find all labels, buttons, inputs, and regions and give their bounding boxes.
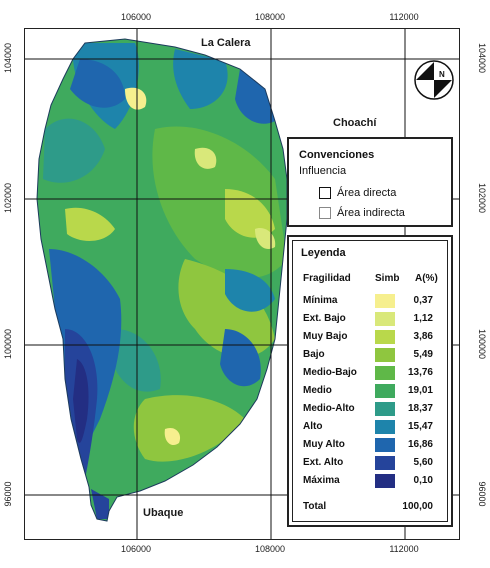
legend-row: Mínima 0,37 (289, 293, 451, 309)
legend-header-class: Fragilidad (303, 273, 351, 284)
legend-row-label: Medio (303, 385, 332, 396)
legend-row: Muy Alto 16,86 (289, 437, 451, 453)
convenciones-title: Convenciones (299, 149, 375, 161)
direct-area-swatch (319, 187, 331, 199)
legend-box: Leyenda Fragilidad Simb A(%) Mínima 0,37… (287, 235, 453, 527)
legend-row: Ext. Alto 5,60 (289, 455, 451, 471)
place-label-ubaque: Ubaque (143, 507, 184, 519)
convenciones-item-direct: Área directa (319, 187, 396, 199)
legend-row-label: Medio-Alto (303, 403, 355, 414)
legend-swatch (375, 330, 395, 344)
fragility-region (37, 39, 287, 521)
y-tick-right-1: 104000 (477, 42, 487, 74)
legend-row-pct: 18,37 (407, 403, 433, 414)
legend-swatch (375, 348, 395, 362)
legend-row-pct: 15,47 (407, 421, 433, 432)
legend-swatch (375, 312, 395, 326)
y-tick-left-1: 104000 (3, 42, 13, 74)
y-tick-left-3: 100000 (3, 328, 13, 360)
convenciones-item-direct-label: Área directa (337, 187, 397, 199)
legend-row-label: Medio-Bajo (303, 367, 357, 378)
north-arrow-label: N (439, 70, 445, 79)
legend-title: Leyenda (301, 247, 346, 259)
legend-row: Medio-Alto 18,37 (289, 401, 451, 417)
y-tick-left-2: 102000 (3, 182, 13, 214)
legend-row: Muy Bajo 3,86 (289, 329, 451, 345)
legend-row: Alto 15,47 (289, 419, 451, 435)
convenciones-item-indirect: Área indirecta (319, 207, 405, 219)
x-tick-bottom-2: 108000 (254, 544, 286, 554)
map-frame: La Calera Choachí Ubaque N Convenciones … (24, 28, 460, 540)
legend-row-pct: 0,10 (413, 475, 433, 486)
x-tick-bottom-1: 106000 (120, 544, 152, 554)
legend-row-pct: 19,01 (407, 385, 433, 396)
legend-row: Bajo 5,49 (289, 347, 451, 363)
legend-swatch (375, 294, 395, 308)
legend-row: Máxima 0,10 (289, 473, 451, 489)
legend-total-value: 100,00 (402, 501, 433, 512)
legend-row-pct: 13,76 (407, 367, 433, 378)
legend-row-label: Máxima (303, 475, 340, 486)
legend-row: Medio-Bajo 13,76 (289, 365, 451, 381)
y-tick-right-3: 100000 (477, 328, 487, 360)
legend-swatch (375, 402, 395, 416)
x-tick-top-3: 112000 (389, 12, 419, 22)
legend-header-symbol: Simb (375, 273, 400, 284)
legend-swatch (375, 420, 395, 434)
legend-row-label: Ext. Bajo (303, 313, 346, 324)
legend-inner-border (292, 240, 448, 522)
y-tick-left-4: 96000 (3, 481, 13, 507)
convenciones-item-indirect-label: Área indirecta (337, 207, 405, 219)
legend-row-pct: 0,37 (413, 295, 433, 306)
legend-swatch (375, 456, 395, 470)
legend-row-label: Mínima (303, 295, 338, 306)
legend-row-pct: 1,12 (413, 313, 433, 324)
y-tick-right-2: 102000 (477, 182, 487, 214)
legend-row: Medio 19,01 (289, 383, 451, 399)
legend-row-label: Muy Bajo (303, 331, 348, 342)
north-arrow-icon: N (414, 60, 454, 100)
convenciones-subtitle: Influencia (299, 165, 347, 177)
convenciones-box: Convenciones Influencia Área directa Áre… (287, 137, 453, 227)
legend-row-label: Bajo (303, 349, 325, 360)
place-label-la-calera: La Calera (201, 37, 251, 49)
legend-row-label: Alto (303, 421, 323, 432)
legend-row-label: Muy Alto (303, 439, 345, 450)
legend-row: Ext. Bajo 1,12 (289, 311, 451, 327)
legend-row-pct: 3,86 (413, 331, 433, 342)
y-tick-right-4: 96000 (477, 481, 487, 507)
x-tick-top-2: 108000 (254, 12, 286, 22)
legend-swatch (375, 474, 395, 488)
legend-header-area: A(%) (415, 273, 438, 284)
place-label-choachi: Choachí (333, 117, 377, 129)
legend-swatch (375, 384, 395, 398)
x-tick-bottom-3: 112000 (389, 544, 419, 554)
legend-row-label: Ext. Alto (303, 457, 344, 468)
indirect-area-swatch (319, 207, 331, 219)
legend-swatch (375, 366, 395, 380)
legend-row-pct: 5,49 (413, 349, 433, 360)
legend-row-pct: 16,86 (407, 439, 433, 450)
fragility-map (25, 29, 459, 539)
legend-swatch (375, 438, 395, 452)
legend-total-label: Total (303, 501, 327, 512)
legend-row-pct: 5,60 (413, 457, 433, 468)
x-tick-top-1: 106000 (120, 12, 152, 22)
